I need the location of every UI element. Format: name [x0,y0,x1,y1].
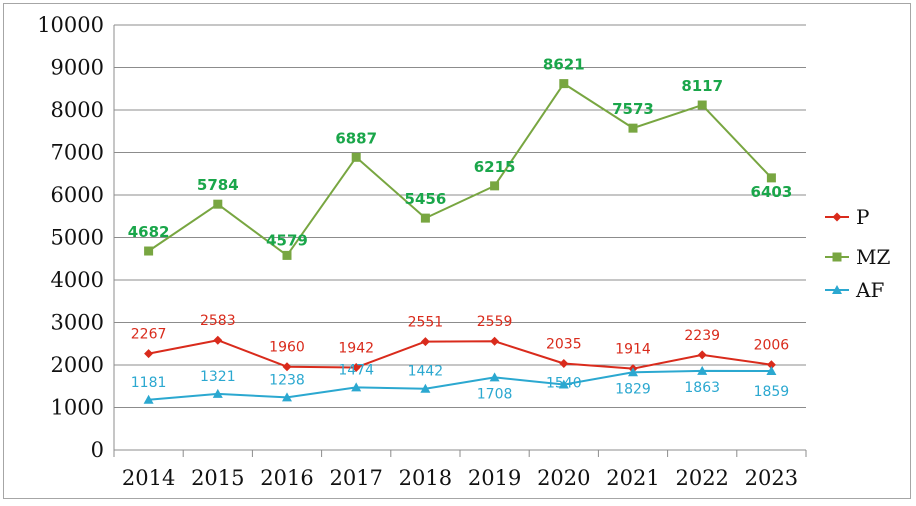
data-label-MZ: 5784 [197,176,239,194]
y-tick-label: 7000 [51,141,104,165]
data-label-P: 2551 [408,315,444,331]
legend-label-P: P [856,205,869,229]
data-point-AF [143,394,154,404]
data-label-MZ: 6887 [335,129,377,147]
data-label-AF: 1859 [754,384,790,400]
gridlines [114,24,806,408]
x-tick-label: 2022 [675,466,728,490]
data-label-AF: 1708 [477,386,513,402]
data-point-MZ [282,250,292,260]
data-label-P: 1960 [269,340,305,356]
data-point-AF [212,388,223,398]
data-point-MZ [559,79,569,89]
data-label-AF: 1321 [200,369,236,385]
legend: P MZ AF [825,205,890,302]
data-point-P [559,359,569,369]
series-line-AF [148,369,772,401]
data-point-P [697,350,707,360]
data-point-MZ [766,173,776,183]
data-label-MZ: 5456 [405,190,447,208]
data-label-AF: 1181 [131,375,167,391]
data-point-AF [489,372,500,382]
legend-label-MZ: MZ [856,245,890,269]
axes: 0 1000 2000 3000 4000 5000 6000 7000 8000 9000 100… [37,13,807,490]
data-point-P [213,335,223,345]
data-label-MZ: 6403 [751,183,793,201]
x-tick-label: 2014 [122,466,175,490]
x-tick-label: 2015 [191,466,244,490]
data-point-P [144,349,154,359]
data-label-AF: 1829 [615,381,651,397]
legend-marker-MZ [832,252,842,262]
y-tick-label: 10000 [37,13,104,37]
data-point-MZ [697,100,707,110]
data-label-MZ: 8117 [681,77,723,95]
data-label-P: 1942 [338,340,374,356]
y-tick-label: 2000 [51,353,104,377]
y-tick-label: 6000 [51,183,104,207]
data-label-AF: 1863 [684,380,720,396]
y-tick-label: 3000 [51,311,104,335]
chart-frame [3,3,911,499]
data-point-AF [697,365,708,375]
y-tick-label: 9000 [51,56,104,80]
data-point-AF [351,382,362,392]
data-point-AF [558,379,569,389]
data-label-P: 2583 [200,313,236,329]
legend-label-AF: AF [855,278,884,302]
data-label-P: 2559 [477,314,513,330]
legend-marker-AF [832,285,842,294]
data-point-AF [766,365,777,375]
data-label-P: 1914 [615,342,651,358]
data-label-AF: 1540 [546,376,582,392]
data-point-MZ [144,246,154,256]
data-point-AF [420,383,431,393]
data-label-AF: 1238 [269,372,305,388]
data-point-P [282,362,292,372]
y-tick-label: 0 [91,438,104,462]
x-tick-label: 2016 [260,466,313,490]
data-label-MZ: 7573 [612,100,654,118]
series-line-MZ [148,82,773,257]
data-label-MZ: 6215 [474,158,516,176]
data-point-AF [628,367,638,377]
data-point-MZ [490,181,500,191]
data-label-AF: 1442 [408,364,444,380]
x-tick-label: 2020 [537,466,590,490]
y-tick-label: 4000 [51,268,104,292]
data-label-P: 2267 [131,327,167,343]
data-label-MZ: 8621 [543,56,585,74]
series-line-P [148,339,772,370]
data-point-MZ [351,152,361,162]
data-labels: 2267 2583 1960 1942 2551 2559 2035 1914 2239 2006… [128,56,793,403]
y-tick-label: 1000 [51,396,104,420]
data-point-MZ [420,213,430,223]
x-tick-label: 2019 [468,466,521,490]
data-label-MZ: 4579 [266,231,308,249]
x-tick-label: 2017 [329,466,382,490]
data-label-P: 2239 [684,328,720,344]
data-label-P: 2006 [754,338,790,354]
x-tick-label: 2021 [606,466,659,490]
data-point-P [766,360,776,370]
x-tick-label: 2018 [399,466,452,490]
x-tick-label: 2023 [745,466,798,490]
data-label-P: 2035 [546,337,582,353]
data-point-P [420,337,430,347]
y-tick-label: 8000 [51,98,104,122]
data-point-P [490,336,500,346]
data-label-MZ: 4682 [128,223,170,241]
legend-marker-P [832,212,842,222]
data-label-AF: 1474 [338,362,374,378]
data-point-P [351,362,361,372]
data-point-MZ [628,123,638,133]
series-lines [143,79,777,404]
data-point-AF [282,392,292,402]
data-point-MZ [213,199,223,209]
y-tick-label: 5000 [51,226,104,250]
